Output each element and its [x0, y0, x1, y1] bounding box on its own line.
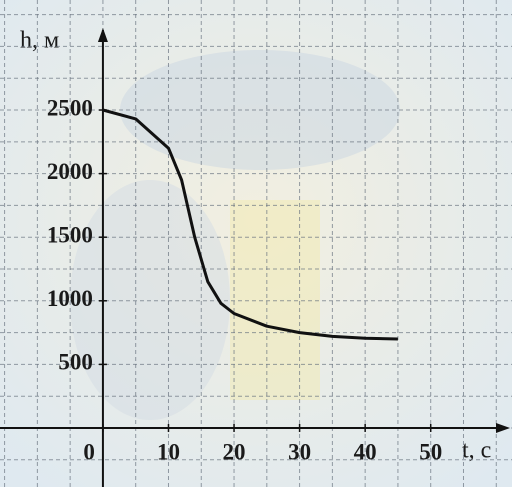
y-axis-label: h, м	[20, 28, 59, 54]
background-shape	[70, 180, 230, 420]
y-tick-label: 1000	[47, 286, 93, 311]
y-tick-label: 500	[58, 350, 93, 375]
x-tick-label: 20	[223, 439, 246, 464]
background-shape	[230, 200, 320, 400]
x-tick-label: 50	[419, 439, 442, 464]
y-tick-label: 2500	[47, 95, 93, 120]
x-tick-label: 10	[157, 439, 180, 464]
x-tick-label: 30	[288, 439, 311, 464]
y-tick-label: 1500	[47, 222, 93, 247]
x-tick-label: 40	[354, 439, 377, 464]
chart: h, м t, с 010203040505001000150020002500	[0, 0, 512, 487]
x-tick-label: 0	[83, 439, 95, 464]
y-tick-label: 2000	[47, 159, 93, 184]
